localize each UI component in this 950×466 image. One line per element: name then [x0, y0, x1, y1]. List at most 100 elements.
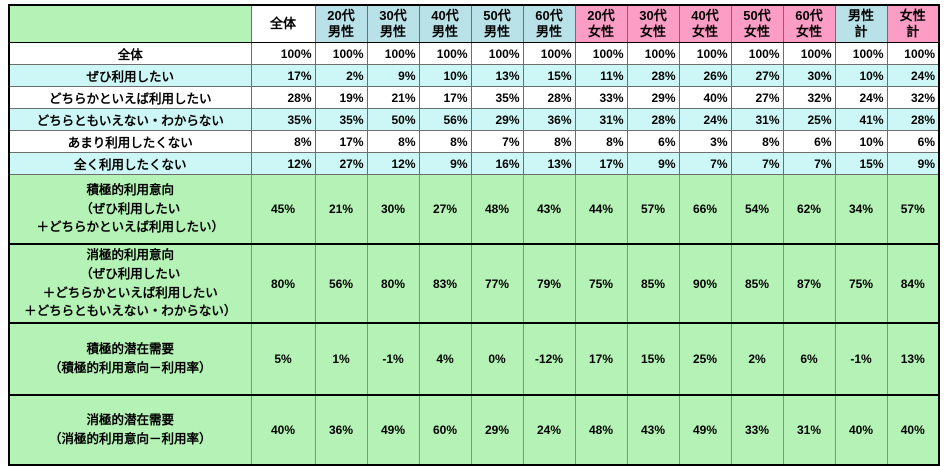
value-cell: 9% [886, 152, 940, 175]
value-cell: 33% [574, 86, 628, 109]
value-cell: 7% [782, 152, 836, 175]
row-label: ぜひ利用したい [8, 64, 252, 87]
summary-row-label: 積極的潜在需要 （積極的利用意向－利用率） [8, 322, 252, 396]
summary-value-cell: 56% [314, 243, 368, 324]
summary-value-cell: 33% [730, 394, 784, 466]
value-cell: 32% [782, 86, 836, 109]
value-cell: 15% [522, 64, 576, 87]
summary-value-cell: 62% [782, 174, 836, 245]
value-cell: 7% [678, 152, 732, 175]
summary-value-cell: 45% [250, 174, 316, 245]
value-cell: 31% [574, 108, 628, 131]
value-cell: 17% [250, 64, 316, 87]
value-cell: 24% [886, 64, 940, 87]
value-cell: 10% [418, 64, 472, 87]
header-cell: 50代 女性 [730, 4, 784, 43]
corner-cell [8, 4, 252, 43]
header-row: 全体 20代 男性 30代 男性 40代 男性 50代 男性 60代 男性 20代 女性 30… [8, 4, 940, 43]
value-cell: 9% [366, 64, 420, 87]
value-cell: 8% [250, 130, 316, 153]
value-cell: 13% [522, 152, 576, 175]
summary-value-cell: 77% [470, 243, 524, 324]
summary-value-cell: 2% [730, 322, 784, 396]
value-cell: 100% [314, 42, 368, 65]
summary-value-cell: 5% [250, 322, 316, 396]
summary-value-cell: -1% [834, 322, 888, 396]
value-cell: 7% [470, 130, 524, 153]
summary-value-cell: 85% [626, 243, 680, 324]
value-cell: 56% [418, 108, 472, 131]
value-cell: 100% [522, 42, 576, 65]
value-cell: 31% [730, 108, 784, 131]
summary-row-label: 消極的潜在需要 （消極的利用意向－利用率） [8, 394, 252, 466]
summary-value-cell: 57% [626, 174, 680, 245]
value-cell: 17% [418, 86, 472, 109]
table-row: 全体 100% 100% 100% 100% 100% 100% 100% 100% 100% 10… [8, 42, 940, 65]
summary-value-cell: 25% [678, 322, 732, 396]
value-cell: 7% [730, 152, 784, 175]
value-cell: 29% [470, 108, 524, 131]
summary-value-cell: 21% [314, 174, 368, 245]
summary-value-cell: 66% [678, 174, 732, 245]
summary-value-cell: 57% [886, 174, 940, 245]
value-cell: 6% [782, 130, 836, 153]
value-cell: 10% [834, 130, 888, 153]
value-cell: 100% [834, 42, 888, 65]
value-cell: 30% [782, 64, 836, 87]
value-cell: 8% [366, 130, 420, 153]
summary-value-cell: 60% [418, 394, 472, 466]
summary-value-cell: 40% [834, 394, 888, 466]
header-cell: 20代 女性 [574, 4, 628, 43]
value-cell: 6% [626, 130, 680, 153]
summary-value-cell: 17% [574, 322, 628, 396]
summary-value-cell: 75% [834, 243, 888, 324]
value-cell: 28% [250, 86, 316, 109]
value-cell: 11% [574, 64, 628, 87]
summary-row-label: 積極的利用意向 （ぜひ利用したい ＋どちらかといえば利用したい） [8, 174, 252, 245]
value-cell: 17% [314, 130, 368, 153]
header-cell: 男性 計 [834, 4, 888, 43]
value-cell: 28% [626, 108, 680, 131]
value-cell: 40% [678, 86, 732, 109]
value-cell: 100% [678, 42, 732, 65]
summary-value-cell: -12% [522, 322, 576, 396]
value-cell: 24% [678, 108, 732, 131]
summary-value-cell: 54% [730, 174, 784, 245]
value-cell: 50% [366, 108, 420, 131]
value-cell: 16% [470, 152, 524, 175]
value-cell: 27% [730, 64, 784, 87]
row-label: 全く利用したくない [8, 152, 252, 175]
summary-value-cell: 40% [250, 394, 316, 466]
summary-value-cell: 31% [782, 394, 836, 466]
value-cell: 41% [834, 108, 888, 131]
summary-value-cell: 83% [418, 243, 472, 324]
value-cell: 10% [834, 64, 888, 87]
header-cell: 女性 計 [886, 4, 940, 43]
summary-row: 消極的利用意向 （ぜひ利用したい ＋どちらかといえば利用したい ＋どちらともいえ… [8, 243, 940, 324]
usage-intention-table: 全体 20代 男性 30代 男性 40代 男性 50代 男性 60代 男性 20代 女性 30… [8, 4, 940, 466]
value-cell: 3% [678, 130, 732, 153]
row-label: どちらともいえない・わからない [8, 108, 252, 131]
value-cell: 9% [418, 152, 472, 175]
summary-value-cell: 49% [366, 394, 420, 466]
summary-value-cell: 29% [470, 394, 524, 466]
summary-value-cell: 34% [834, 174, 888, 245]
value-cell: 35% [250, 108, 316, 131]
summary-value-cell: 80% [366, 243, 420, 324]
value-cell: 15% [834, 152, 888, 175]
value-cell: 27% [314, 152, 368, 175]
summary-value-cell: 13% [886, 322, 940, 396]
summary-value-cell: 85% [730, 243, 784, 324]
value-cell: 25% [782, 108, 836, 131]
value-cell: 28% [522, 86, 576, 109]
header-cell: 40代 女性 [678, 4, 732, 43]
value-cell: 12% [250, 152, 316, 175]
table-row: どちらともいえない・わからない 35% 35% 50% 56% 29% 36% 31% 28% 2… [8, 108, 940, 131]
value-cell: 32% [886, 86, 940, 109]
summary-value-cell: 24% [522, 394, 576, 466]
value-cell: 29% [626, 86, 680, 109]
summary-value-cell: 49% [678, 394, 732, 466]
value-cell: 24% [834, 86, 888, 109]
summary-value-cell: 80% [250, 243, 316, 324]
value-cell: 100% [730, 42, 784, 65]
